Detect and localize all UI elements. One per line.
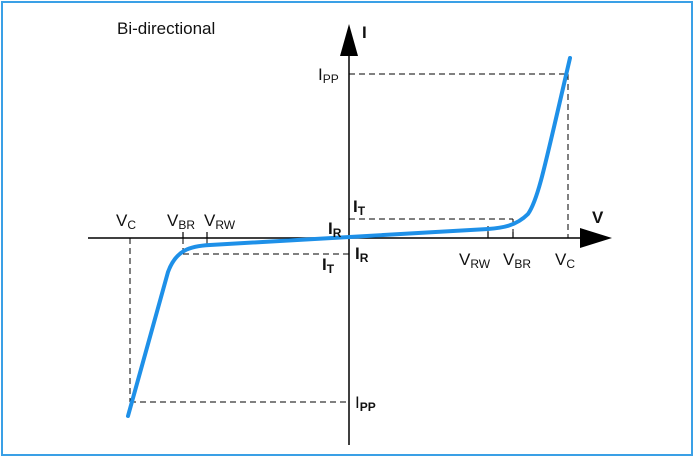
x-axis-label: V: [592, 208, 604, 227]
axis-ticks: [182, 232, 514, 238]
label-vrw-right: VRW: [459, 250, 491, 271]
label-vc-left: VC: [116, 211, 136, 232]
diagram-title: Bi-directional: [117, 19, 215, 38]
iv-curve: [126, 56, 572, 418]
x-axis-arrow: [580, 228, 612, 248]
label-it-top: IT: [353, 197, 366, 218]
label-vrw-left: VRW: [204, 211, 236, 232]
y-axis-label: I: [362, 23, 367, 42]
label-vbr-right: VBR: [503, 250, 531, 271]
label-ipp-top: IPP: [318, 65, 339, 86]
label-ir-top: IR: [328, 219, 342, 240]
label-vbr-left: VBR: [167, 211, 195, 232]
label-ir-bottom: IR: [355, 244, 369, 265]
label-vc-right: VC: [555, 250, 575, 271]
y-axis-arrow: [340, 24, 358, 56]
label-ipp-bottom: IPP: [355, 393, 376, 414]
label-it-bottom: IT: [322, 255, 335, 276]
